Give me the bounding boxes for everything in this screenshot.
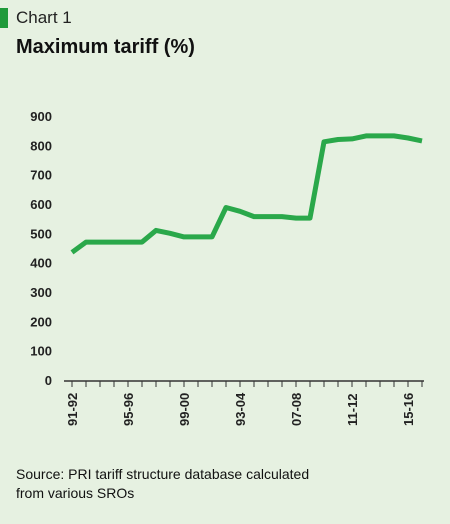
accent-bar <box>0 8 8 28</box>
chart-title: Maximum tariff (%) <box>16 36 195 58</box>
y-tick-label: 600 <box>30 197 52 212</box>
y-tick-label: 900 <box>30 109 52 124</box>
x-tick-label: 93-04 <box>233 392 248 426</box>
y-tick-label: 400 <box>30 256 52 271</box>
source-line-2: from various SROs <box>16 485 135 501</box>
x-tick-label: 95-96 <box>121 393 136 426</box>
x-tick-label: 07-08 <box>289 393 304 426</box>
series-line <box>70 133 423 255</box>
source-line-1: Source: PRI tariff structure database ca… <box>16 466 310 482</box>
y-tick-label: 800 <box>30 138 52 153</box>
y-tick-label: 200 <box>30 314 52 329</box>
x-axis-ticks: 91-92 95-96 99-00 93-04 07-08 11-12 15-16 <box>65 381 423 426</box>
y-tick-label: 0 <box>45 373 52 388</box>
y-tick-label: 300 <box>30 285 52 300</box>
y-axis-ticks: 0 100 200 300 400 500 600 700 800 900 <box>30 109 52 388</box>
chart-number-label: Chart 1 <box>16 8 72 27</box>
y-tick-label: 100 <box>30 344 52 359</box>
series-group <box>70 133 423 255</box>
x-tick-label: 91-92 <box>65 393 80 426</box>
source-note: Source: PRI tariff structure database ca… <box>16 465 436 503</box>
x-tick-label: 99-00 <box>177 393 192 426</box>
x-tick-label: 11-12 <box>345 393 360 426</box>
y-tick-label: 500 <box>30 226 52 241</box>
x-tick-label: 15-16 <box>401 393 416 426</box>
y-tick-label: 700 <box>30 168 52 183</box>
